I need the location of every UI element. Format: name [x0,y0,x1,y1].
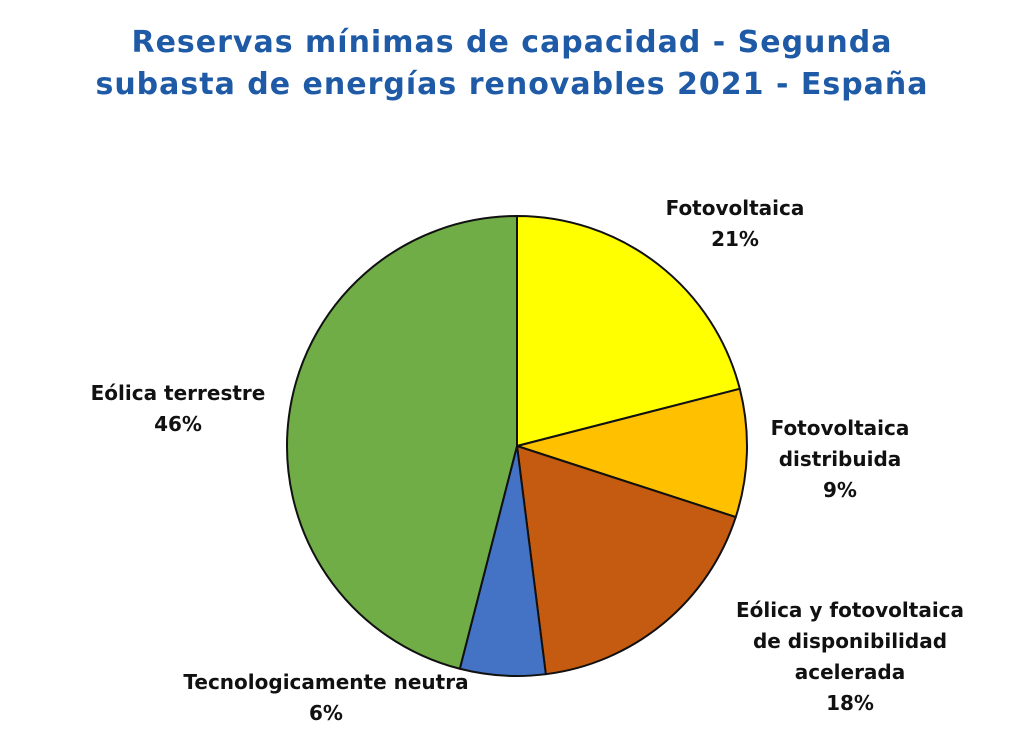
chart-title: Reservas mínimas de capacidad - Segunda … [95,25,929,102]
pie-slice-0 [516,215,741,447]
slice-label-fotovoltaica-distribuida: Fotovoltaica distribuida 9% [730,413,950,506]
slice-label-tecnologicamente-neutra: Tecnologicamente neutra 6% [156,667,496,729]
slice-name-eolica-fotovoltaica-acelerada-3: acelerada [794,660,906,684]
slice-name-tecnologicamente-neutra: Tecnologicamente neutra [183,670,469,694]
slice-value-eolica-fotovoltaica-acelerada: 18% [826,691,874,715]
pie-slice-4 [286,215,518,670]
pie-slice-1 [516,387,748,519]
slice-name-eolica-fotovoltaica-acelerada-2: de disponibilidad [752,629,948,653]
pie-slice-2 [516,445,737,676]
slice-value-fotovoltaica: 21% [711,227,759,251]
slice-name-eolica-fotovoltaica-acelerada-1: Eólica y fotovoltaica [735,598,965,622]
slice-value-fotovoltaica-distribuida: 9% [823,478,857,502]
slice-value-eolica-terrestre: 46% [154,412,202,436]
slice-label-eolica-fotovoltaica-acelerada: Eólica y fotovoltaica de disponibilidad … [720,595,980,719]
slice-label-fotovoltaica: Fotovoltaica 21% [615,193,855,255]
pie-slices [286,215,748,677]
slice-name-eolica-terrestre: Eólica terrestre [90,381,266,405]
slice-name-fotovoltaica: Fotovoltaica [665,196,805,220]
slice-value-tecnologicamente-neutra: 6% [309,701,343,725]
slice-name-fotovoltaica-distribuida-2: distribuida [778,447,902,471]
slice-label-eolica-terrestre: Eólica terrestre 46% [68,378,288,440]
slice-name-fotovoltaica-distribuida-1: Fotovoltaica [770,416,910,440]
